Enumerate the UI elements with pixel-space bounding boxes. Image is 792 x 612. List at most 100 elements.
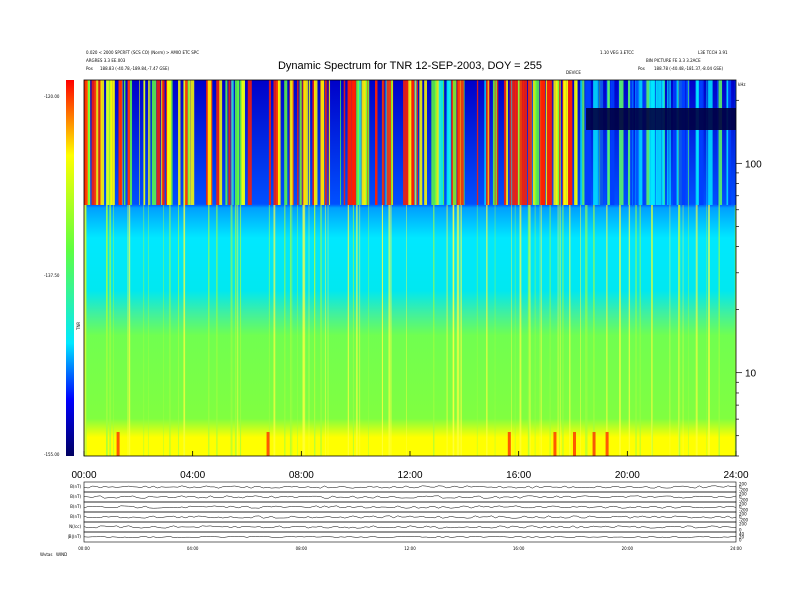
streak-low xyxy=(433,205,435,456)
streak xyxy=(118,80,122,205)
streak xyxy=(356,80,360,205)
streak-low xyxy=(313,205,316,456)
streak xyxy=(649,80,653,205)
streak xyxy=(564,80,569,205)
streak xyxy=(446,80,450,205)
streak-low xyxy=(302,205,304,456)
streak-low xyxy=(359,205,361,456)
header-right-pos-label: Pos xyxy=(638,66,645,71)
streak xyxy=(365,80,369,205)
streak xyxy=(567,80,569,205)
streak xyxy=(567,80,573,205)
streak xyxy=(632,80,635,205)
dark-region xyxy=(586,108,736,130)
streak xyxy=(406,80,409,205)
streak xyxy=(676,80,679,205)
header-right-pos-value: 188.78 (-40.48,-181.37,-8.04 GSE) xyxy=(654,66,723,71)
stack-panel-tick: 0 xyxy=(739,515,742,520)
stack-panel-tick: 200 xyxy=(739,522,747,527)
stack-x-tick-label: 20:00 xyxy=(622,546,634,551)
stack-panel-trace xyxy=(83,525,737,529)
streak-low xyxy=(216,205,218,456)
streak-low xyxy=(559,205,560,456)
streak xyxy=(234,80,240,205)
streak-low xyxy=(569,205,571,456)
streak xyxy=(207,80,212,205)
streak xyxy=(494,80,496,205)
stack-panel-tick: 200 xyxy=(739,492,747,497)
streak xyxy=(100,80,105,205)
streak xyxy=(403,80,407,205)
streak xyxy=(656,80,658,205)
burst xyxy=(592,432,596,456)
streak xyxy=(584,80,588,205)
stack-panel-label: N(/cc) xyxy=(69,524,81,529)
streak xyxy=(375,80,377,205)
streak xyxy=(324,80,327,205)
streak-low xyxy=(208,205,210,456)
streak-low xyxy=(593,205,595,456)
streak xyxy=(340,80,342,205)
header-left-line2: ARGRES 3.3 EE.003 xyxy=(86,58,126,63)
streak xyxy=(123,80,126,205)
streak xyxy=(178,80,181,205)
streak-low xyxy=(347,205,349,456)
x-tick-label: 00:00 xyxy=(71,470,96,481)
streak xyxy=(91,80,97,205)
footer-label: Wvtas xyxy=(40,552,52,557)
stack-panel-trace xyxy=(83,536,737,538)
streak xyxy=(109,80,111,205)
streak xyxy=(549,80,553,205)
stack-panel-label: |B|(nT) xyxy=(67,534,81,539)
streak-low xyxy=(476,205,478,456)
streak xyxy=(350,80,355,205)
streak-low xyxy=(291,205,293,456)
streak-low xyxy=(148,205,149,456)
streak-low xyxy=(289,205,292,456)
streak-low xyxy=(308,205,310,456)
streak xyxy=(688,80,689,205)
streak xyxy=(438,80,443,205)
streak-low xyxy=(457,205,460,456)
stack-panel-tick: -200 xyxy=(739,488,749,493)
x-tick-label: 04:00 xyxy=(180,470,205,481)
streak xyxy=(156,80,161,205)
streak-low xyxy=(320,205,322,456)
streak xyxy=(559,80,561,205)
streak xyxy=(734,80,736,205)
streak-low xyxy=(127,205,129,456)
streak-low xyxy=(628,205,631,456)
streak-low xyxy=(580,205,581,456)
streak xyxy=(642,80,647,205)
streak xyxy=(151,80,157,205)
streak xyxy=(539,80,541,205)
streak-low xyxy=(297,205,298,456)
colorbar-mid-label: -137.50 xyxy=(44,273,60,278)
streak xyxy=(726,80,732,205)
streak-low xyxy=(514,205,516,456)
chart-title: Dynamic Spectrum for TNR 12-SEP-2003, DO… xyxy=(278,60,542,72)
streak-low xyxy=(143,205,145,456)
streak xyxy=(185,80,188,205)
x-tick-label: 12:00 xyxy=(397,470,422,481)
header-device-tag: DEVICE xyxy=(566,70,581,75)
streak xyxy=(452,80,457,205)
streak-low xyxy=(446,205,448,456)
streak xyxy=(216,80,220,205)
streak xyxy=(514,80,518,205)
stack-x-tick-label: 24:00 xyxy=(730,546,742,551)
streak xyxy=(284,80,288,205)
streak xyxy=(268,80,271,205)
streak xyxy=(143,80,146,205)
streak-low xyxy=(106,205,108,456)
streak xyxy=(329,80,331,205)
streak xyxy=(460,80,464,205)
streak xyxy=(716,80,719,205)
colorbar xyxy=(66,80,74,456)
streak xyxy=(87,80,90,205)
burst xyxy=(266,432,270,456)
streak-low xyxy=(85,205,87,456)
streak-low xyxy=(352,205,354,456)
